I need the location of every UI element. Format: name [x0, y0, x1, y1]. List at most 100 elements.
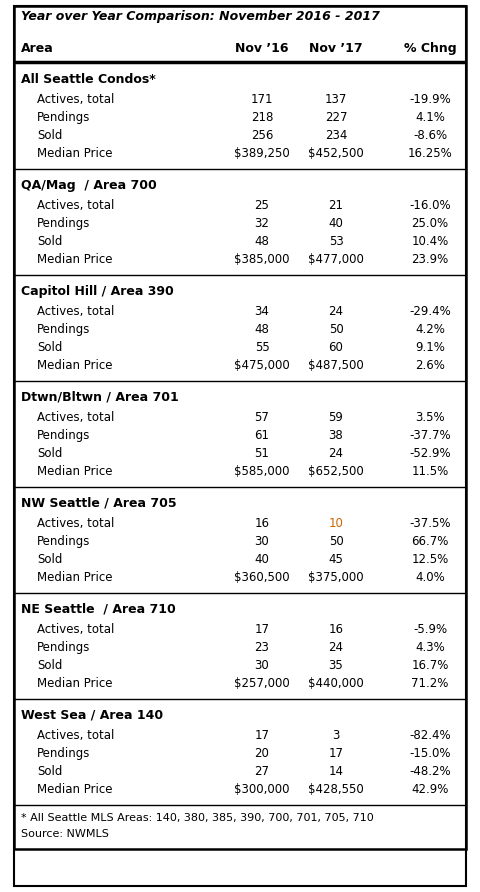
Text: QA/Mag  / Area 700: QA/Mag / Area 700 — [21, 179, 157, 192]
Text: Median Price: Median Price — [37, 783, 112, 796]
Text: 38: 38 — [329, 429, 343, 442]
Text: 48: 48 — [254, 323, 269, 336]
Text: -37.7%: -37.7% — [409, 429, 451, 442]
Text: 17: 17 — [254, 729, 269, 742]
Text: % Chng: % Chng — [404, 42, 456, 55]
Text: 32: 32 — [254, 217, 269, 230]
Text: 34: 34 — [254, 305, 269, 318]
Text: 12.5%: 12.5% — [411, 553, 449, 566]
Text: 4.1%: 4.1% — [415, 111, 445, 124]
Text: Pendings: Pendings — [37, 217, 90, 230]
Text: 24: 24 — [328, 305, 344, 318]
Text: -8.6%: -8.6% — [413, 129, 447, 142]
Text: Median Price: Median Price — [37, 147, 112, 160]
Text: 55: 55 — [254, 341, 269, 354]
Text: All Seattle Condos*: All Seattle Condos* — [21, 73, 156, 86]
Text: Sold: Sold — [37, 341, 62, 354]
Text: 17: 17 — [254, 623, 269, 636]
Text: Pendings: Pendings — [37, 429, 90, 442]
Text: Sold: Sold — [37, 765, 62, 778]
Text: -29.4%: -29.4% — [409, 305, 451, 318]
Text: -5.9%: -5.9% — [413, 623, 447, 636]
Text: 48: 48 — [254, 235, 269, 248]
Text: NW Seattle / Area 705: NW Seattle / Area 705 — [21, 497, 177, 510]
Text: Capitol Hill / Area 390: Capitol Hill / Area 390 — [21, 285, 174, 298]
Text: 21: 21 — [328, 199, 344, 212]
Text: Sold: Sold — [37, 235, 62, 248]
Text: 218: 218 — [251, 111, 273, 124]
Text: Median Price: Median Price — [37, 253, 112, 266]
Text: $375,000: $375,000 — [308, 571, 364, 584]
Text: 60: 60 — [329, 341, 343, 354]
Text: $585,000: $585,000 — [234, 465, 290, 478]
Text: 2.6%: 2.6% — [415, 359, 445, 372]
Text: Sold: Sold — [37, 659, 62, 672]
Text: Sold: Sold — [37, 447, 62, 460]
Text: Actives, total: Actives, total — [37, 729, 114, 742]
Text: Area: Area — [21, 42, 54, 55]
Text: 24: 24 — [328, 641, 344, 654]
Text: 16: 16 — [328, 623, 344, 636]
Text: 59: 59 — [329, 411, 343, 424]
Text: Actives, total: Actives, total — [37, 305, 114, 318]
Text: Dtwn/Bltwn / Area 701: Dtwn/Bltwn / Area 701 — [21, 391, 179, 404]
Text: 4.3%: 4.3% — [415, 641, 445, 654]
Text: -48.2%: -48.2% — [409, 765, 451, 778]
Text: 27: 27 — [254, 765, 269, 778]
Text: 4.2%: 4.2% — [415, 323, 445, 336]
Text: 23: 23 — [254, 641, 269, 654]
Text: 57: 57 — [254, 411, 269, 424]
Text: 53: 53 — [329, 235, 343, 248]
Text: 42.9%: 42.9% — [411, 783, 449, 796]
Text: Pendings: Pendings — [37, 535, 90, 548]
Text: Actives, total: Actives, total — [37, 199, 114, 212]
Text: 25: 25 — [254, 199, 269, 212]
Text: Actives, total: Actives, total — [37, 517, 114, 530]
Text: Year over Year Comparison: November 2016 - 2017: Year over Year Comparison: November 2016… — [21, 10, 380, 23]
Text: Actives, total: Actives, total — [37, 93, 114, 106]
Text: 30: 30 — [254, 535, 269, 548]
Text: 14: 14 — [328, 765, 344, 778]
Text: -82.4%: -82.4% — [409, 729, 451, 742]
Text: Median Price: Median Price — [37, 465, 112, 478]
Text: 50: 50 — [329, 535, 343, 548]
Text: 35: 35 — [329, 659, 343, 672]
Text: -15.0%: -15.0% — [409, 747, 451, 760]
Text: -19.9%: -19.9% — [409, 93, 451, 106]
Text: Median Price: Median Price — [37, 571, 112, 584]
Text: $360,500: $360,500 — [234, 571, 290, 584]
Text: $477,000: $477,000 — [308, 253, 364, 266]
Text: 171: 171 — [251, 93, 273, 106]
Text: $257,000: $257,000 — [234, 677, 290, 690]
Text: 45: 45 — [329, 553, 343, 566]
Text: 16: 16 — [254, 517, 269, 530]
Text: 30: 30 — [254, 659, 269, 672]
Text: $487,500: $487,500 — [308, 359, 364, 372]
Text: 9.1%: 9.1% — [415, 341, 445, 354]
Text: Pendings: Pendings — [37, 747, 90, 760]
Text: 20: 20 — [254, 747, 269, 760]
Text: -37.5%: -37.5% — [409, 517, 451, 530]
Text: Pendings: Pendings — [37, 323, 90, 336]
Text: $385,000: $385,000 — [234, 253, 290, 266]
Text: $440,000: $440,000 — [308, 677, 364, 690]
Text: Median Price: Median Price — [37, 677, 112, 690]
Text: 137: 137 — [325, 93, 347, 106]
Text: * All Seattle MLS Areas: 140, 380, 385, 390, 700, 701, 705, 710: * All Seattle MLS Areas: 140, 380, 385, … — [21, 813, 374, 823]
Text: 234: 234 — [325, 129, 347, 142]
Text: $389,250: $389,250 — [234, 147, 290, 160]
Text: 50: 50 — [329, 323, 343, 336]
Text: 24: 24 — [328, 447, 344, 460]
Text: 256: 256 — [251, 129, 273, 142]
Text: $300,000: $300,000 — [234, 783, 290, 796]
Text: 40: 40 — [254, 553, 269, 566]
Text: Pendings: Pendings — [37, 111, 90, 124]
Text: 71.2%: 71.2% — [411, 677, 449, 690]
Text: Nov ’17: Nov ’17 — [309, 42, 363, 55]
Text: -16.0%: -16.0% — [409, 199, 451, 212]
Text: West Sea / Area 140: West Sea / Area 140 — [21, 709, 163, 722]
Text: Source: NWMLS: Source: NWMLS — [21, 829, 109, 839]
Text: -52.9%: -52.9% — [409, 447, 451, 460]
Text: 10: 10 — [329, 517, 343, 530]
Text: 25.0%: 25.0% — [411, 217, 449, 230]
